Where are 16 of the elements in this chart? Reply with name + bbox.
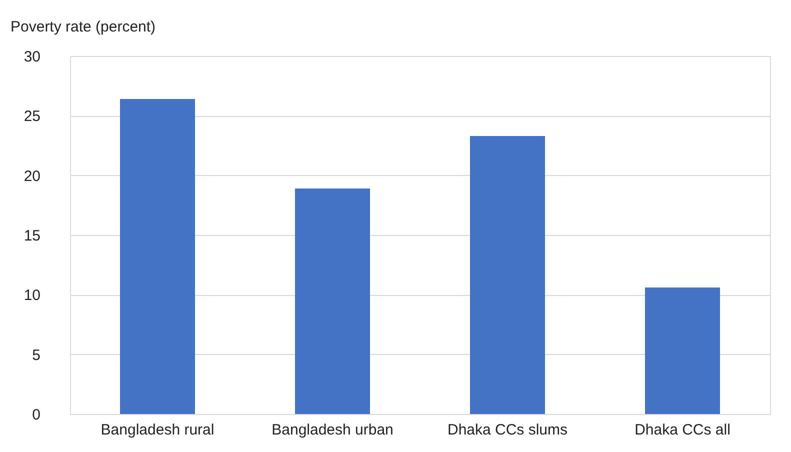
y-axis-title: Poverty rate (percent) (10, 18, 156, 36)
x-tick-label: Bangladesh urban (272, 422, 394, 438)
y-tick-label: 10 (24, 287, 40, 304)
x-tick-label: Dhaka CCs slums (447, 422, 568, 438)
y-tick-label: 0 (32, 406, 40, 424)
bar (645, 288, 720, 414)
bar (470, 136, 545, 414)
x-tick-label: Bangladesh rural (100, 422, 214, 438)
y-tick-label: 15 (24, 228, 40, 244)
y-tick-label: 20 (24, 168, 40, 185)
bar (295, 188, 370, 414)
y-tick-label: 5 (32, 346, 40, 364)
x-tick-label: Dhaka CCs all (634, 422, 730, 438)
y-tick-label: 30 (24, 48, 40, 66)
bar (120, 98, 195, 414)
y-tick-label: 25 (24, 108, 40, 126)
